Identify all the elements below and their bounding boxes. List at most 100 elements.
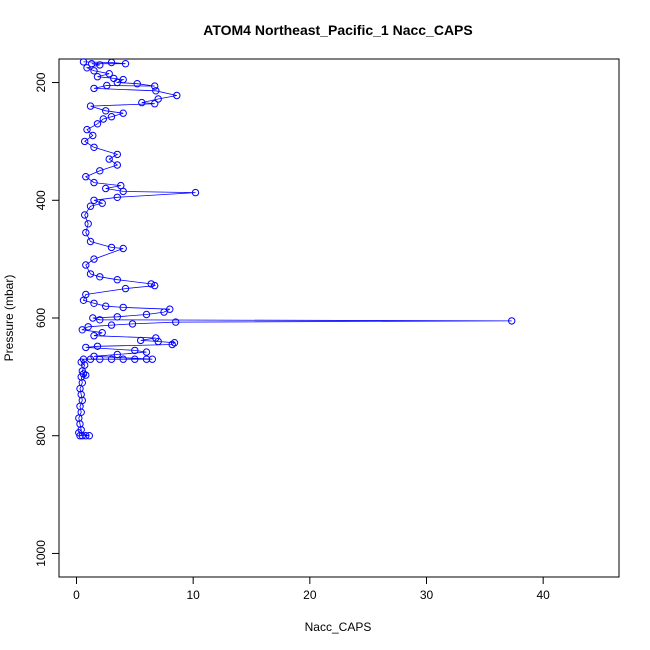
data-point bbox=[90, 352, 98, 360]
data-point bbox=[119, 303, 127, 312]
data-point bbox=[102, 107, 110, 115]
data-point bbox=[90, 67, 98, 75]
data-point bbox=[170, 339, 179, 347]
data-point bbox=[152, 334, 160, 342]
data-point bbox=[84, 220, 92, 228]
data-point bbox=[142, 310, 151, 319]
data-point bbox=[173, 91, 181, 100]
data-point bbox=[82, 432, 90, 440]
data-point bbox=[85, 432, 94, 440]
data-point bbox=[83, 64, 91, 72]
data-point bbox=[107, 321, 116, 329]
data-point bbox=[89, 131, 97, 140]
data-point bbox=[90, 255, 98, 263]
y-tick-label: 1000 bbox=[34, 540, 48, 567]
data-point bbox=[96, 167, 104, 175]
data-point bbox=[113, 161, 122, 169]
data-point bbox=[160, 308, 168, 316]
plot-frame bbox=[58, 58, 620, 578]
data-point bbox=[81, 137, 89, 146]
data-point bbox=[105, 70, 113, 78]
y-tick-label: 400 bbox=[34, 190, 48, 210]
data-point bbox=[78, 326, 87, 334]
data-point bbox=[86, 202, 95, 210]
data-point bbox=[107, 243, 116, 252]
data-point bbox=[151, 100, 159, 108]
series-line bbox=[78, 61, 512, 437]
y-tick-label: 600 bbox=[34, 308, 48, 328]
data-point bbox=[103, 81, 111, 90]
y-tick-label: 800 bbox=[34, 425, 48, 445]
data-point bbox=[82, 343, 90, 352]
data-point bbox=[98, 199, 106, 207]
data-point bbox=[142, 355, 151, 363]
data-point bbox=[119, 244, 127, 253]
data-point bbox=[137, 336, 145, 345]
y-tick-label: 200 bbox=[34, 72, 48, 92]
data-point bbox=[90, 178, 98, 187]
data-point bbox=[147, 280, 155, 288]
data-point bbox=[154, 95, 162, 103]
data-point bbox=[113, 350, 122, 359]
data-point bbox=[105, 155, 113, 163]
x-axis-label: Nacc_CAPS bbox=[305, 620, 372, 634]
x-tick-label: 10 bbox=[186, 588, 200, 602]
data-point bbox=[82, 228, 90, 237]
data-point bbox=[121, 60, 130, 68]
data-point bbox=[83, 125, 91, 134]
data-point bbox=[133, 80, 141, 88]
data-point bbox=[99, 115, 108, 123]
data-point bbox=[90, 299, 98, 307]
chart-title: ATOM4 Northeast_Pacific_1 Nacc_CAPS bbox=[203, 22, 472, 38]
data-point bbox=[90, 332, 98, 340]
data-point bbox=[151, 281, 159, 290]
data-point bbox=[93, 120, 102, 128]
data-point bbox=[172, 318, 180, 326]
data-point bbox=[119, 109, 127, 117]
data-point bbox=[96, 355, 104, 363]
data-point bbox=[88, 60, 96, 68]
data-point bbox=[79, 58, 88, 66]
x-tick-label: 40 bbox=[536, 588, 550, 602]
data-point bbox=[151, 82, 159, 90]
data-point bbox=[119, 75, 127, 84]
data-point bbox=[102, 302, 110, 310]
data-point bbox=[86, 102, 95, 110]
data-point bbox=[81, 211, 89, 219]
data-point bbox=[191, 188, 200, 197]
data-point bbox=[96, 273, 104, 281]
data-point bbox=[86, 237, 95, 246]
data-point bbox=[90, 143, 98, 152]
data-point bbox=[168, 340, 176, 349]
data-point bbox=[90, 84, 98, 93]
data-point bbox=[86, 270, 95, 278]
data-point bbox=[128, 320, 137, 328]
x-axis: 0 10 20 30 40 bbox=[73, 576, 550, 602]
data-point bbox=[113, 276, 122, 284]
data-point bbox=[113, 313, 122, 321]
x-tick-label: 30 bbox=[420, 588, 434, 602]
data-point bbox=[107, 113, 116, 121]
y-axis-label: Pressure (mbar) bbox=[2, 275, 16, 362]
x-tick-label: 0 bbox=[73, 588, 80, 602]
data-point bbox=[119, 355, 127, 363]
data-point bbox=[102, 184, 110, 193]
data-point bbox=[113, 193, 122, 202]
data-layer bbox=[75, 58, 516, 440]
data-point bbox=[107, 355, 116, 363]
data-point bbox=[90, 196, 98, 205]
data-point bbox=[131, 355, 139, 363]
data-point bbox=[82, 173, 90, 181]
data-point bbox=[82, 261, 90, 269]
data-point bbox=[121, 284, 130, 293]
data-point bbox=[96, 316, 104, 324]
data-point bbox=[166, 305, 174, 313]
data-point bbox=[89, 314, 97, 322]
x-tick-label: 20 bbox=[303, 588, 317, 602]
data-point bbox=[508, 317, 516, 325]
data-point bbox=[93, 342, 102, 350]
data-point bbox=[138, 98, 146, 107]
data-point bbox=[113, 150, 122, 159]
data-point bbox=[117, 181, 125, 190]
